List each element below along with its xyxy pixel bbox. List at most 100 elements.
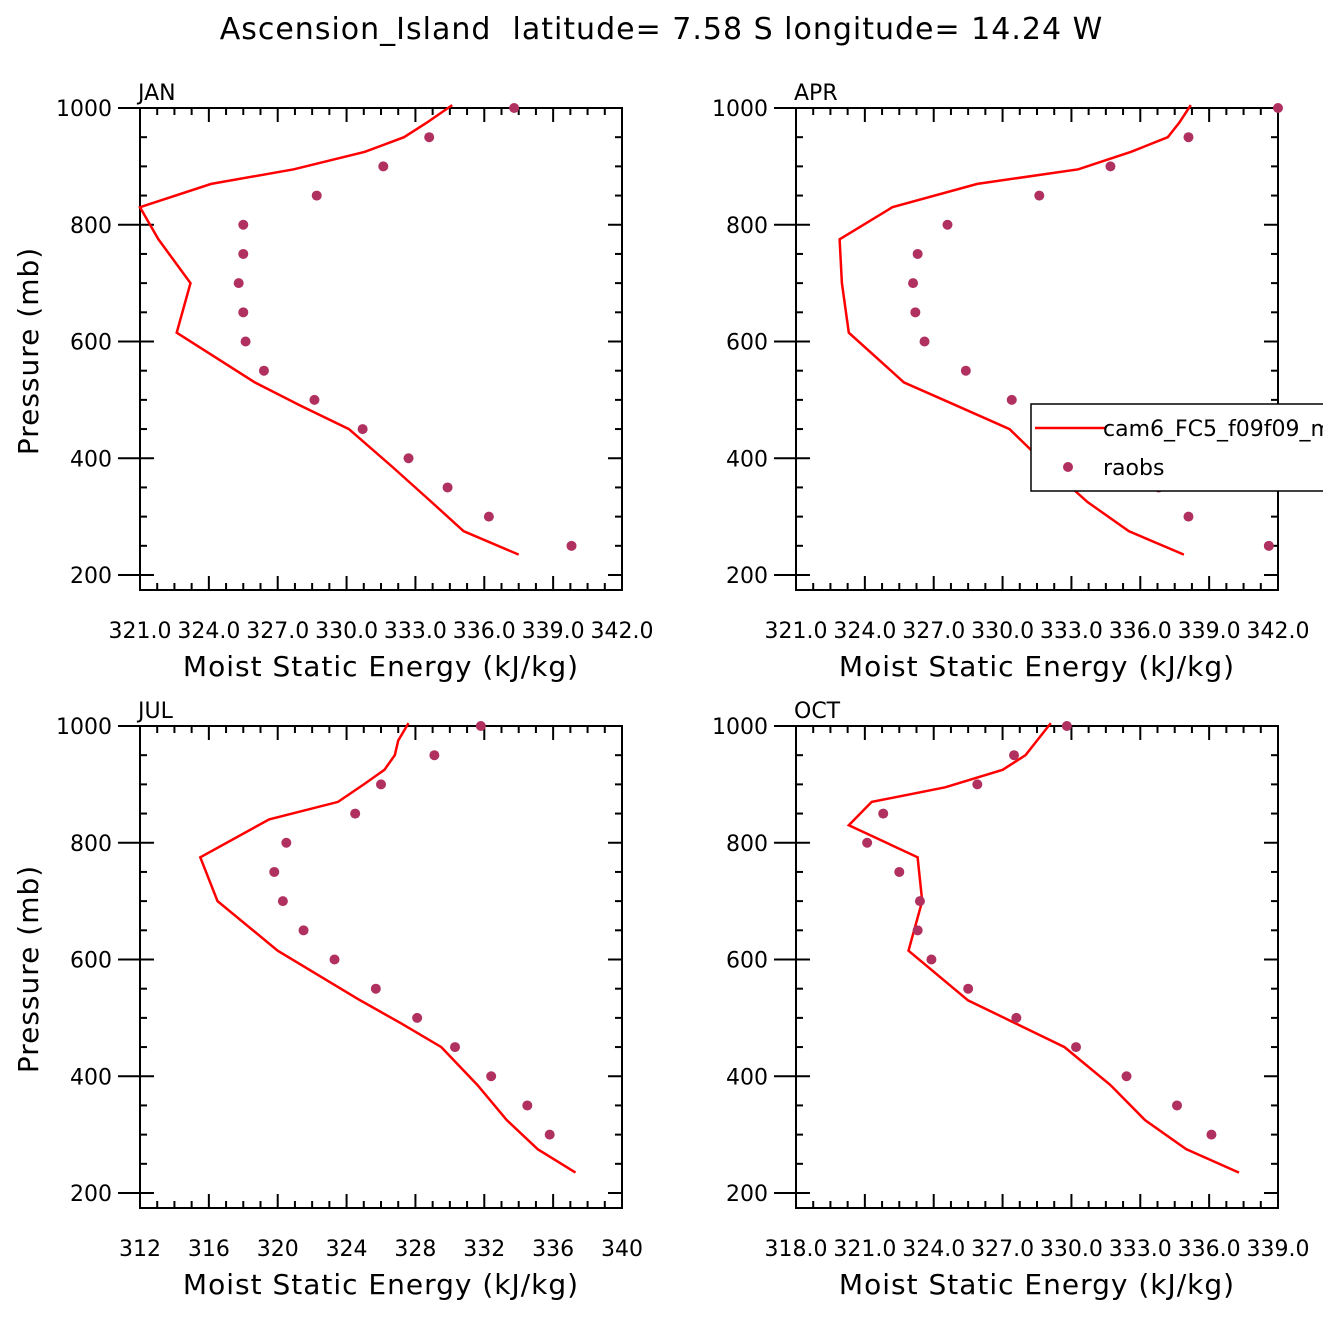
x-tick-label: 342.0 xyxy=(591,619,654,644)
raobs-point xyxy=(1183,511,1194,522)
raobs-point xyxy=(942,219,953,230)
raobs-point xyxy=(442,482,453,493)
model-line-jan xyxy=(138,104,520,556)
x-tick-label: 324.0 xyxy=(833,619,896,644)
model-line-jul xyxy=(198,722,577,1174)
panel-jul: JUL 200 400 600 800 1000 312 316 320 324 328 332 336… xyxy=(12,699,643,1301)
y-axis-label: Pressure (mb) xyxy=(12,247,45,455)
y-tick-label: 600 xyxy=(70,331,112,356)
x-tick-label: 333.0 xyxy=(384,619,447,644)
raobs-point xyxy=(1121,1071,1132,1082)
x-tick-label: 320 xyxy=(257,1237,299,1262)
x-tick-label: 336.0 xyxy=(453,619,516,644)
raobs-point xyxy=(486,1071,497,1082)
y-tick-label: 800 xyxy=(70,214,112,239)
y-tick-label: 400 xyxy=(726,447,768,472)
raobs-point xyxy=(269,866,280,877)
x-tick-label: 339.0 xyxy=(1178,619,1241,644)
x-tick-label: 339.0 xyxy=(1247,1237,1310,1262)
raobs-point xyxy=(566,540,577,551)
raobs-point xyxy=(1206,1129,1217,1140)
raobs-point xyxy=(1011,1012,1022,1023)
raobs-point xyxy=(376,779,386,790)
x-tick-label: 332 xyxy=(463,1237,505,1262)
raobs-point xyxy=(914,896,925,907)
raobs-point xyxy=(311,190,322,201)
raobs-point xyxy=(450,1042,461,1053)
raobs-point xyxy=(298,925,309,936)
raobs-point xyxy=(1006,394,1017,405)
raobs-point xyxy=(1034,190,1045,201)
raobs-point xyxy=(1061,721,1072,731)
raobs-point xyxy=(240,336,251,347)
y-tick-label: 600 xyxy=(70,949,112,974)
x-tick-label: 312 xyxy=(119,1237,161,1262)
raobs-point xyxy=(960,365,971,376)
raobs-point xyxy=(963,983,974,994)
y-tick-label: 800 xyxy=(70,832,112,857)
raobs-point xyxy=(1071,1042,1082,1053)
raobs-point xyxy=(972,779,983,790)
raobs-point xyxy=(919,336,930,347)
raobs-point xyxy=(378,161,389,172)
raobs-point xyxy=(894,866,905,877)
panel-label-apr: APR xyxy=(794,81,838,106)
x-tick-label: 318.0 xyxy=(765,1237,828,1262)
x-axis-label: Moist Static Energy (kJ/kg) xyxy=(839,1268,1235,1301)
raobs-point xyxy=(403,453,414,464)
raobs-point xyxy=(1009,750,1020,761)
x-tick-label: 327.0 xyxy=(246,619,309,644)
y-tick-label: 400 xyxy=(726,1065,768,1090)
x-tick-label: 330.0 xyxy=(1040,1237,1103,1262)
x-tick-label: 321.0 xyxy=(833,1237,896,1262)
y-tick-label: 1000 xyxy=(712,97,768,122)
y-axis-label: Pressure (mb) xyxy=(12,865,45,1073)
raobs-point xyxy=(862,837,873,848)
x-tick-label: 321.0 xyxy=(109,619,172,644)
legend-raobs-swatch xyxy=(1063,462,1073,472)
plot-frame xyxy=(139,107,623,591)
raobs-point xyxy=(509,103,520,113)
x-tick-label: 333.0 xyxy=(1109,1237,1172,1262)
x-tick-label: 324 xyxy=(326,1237,368,1262)
raobs-point xyxy=(926,954,937,965)
x-tick-label: 321.0 xyxy=(765,619,828,644)
raobs-point xyxy=(1172,1100,1183,1111)
x-tick-label: 324.0 xyxy=(902,1237,965,1262)
x-tick-label: 328 xyxy=(394,1237,436,1262)
plot-frame xyxy=(795,725,1279,1209)
raobs-point xyxy=(483,511,494,522)
raobs-point xyxy=(908,278,919,289)
y-tick-label: 1000 xyxy=(56,715,112,740)
x-tick-label: 324.0 xyxy=(177,619,240,644)
raobs-point xyxy=(475,721,486,731)
raobs-point xyxy=(258,365,269,376)
figure-title: Ascension_Island latitude= 7.58 S longit… xyxy=(219,12,1104,47)
raobs-point xyxy=(1273,103,1283,113)
y-tick-label: 600 xyxy=(726,949,768,974)
panel-label-oct: OCT xyxy=(794,699,841,724)
x-tick-label: 316 xyxy=(188,1237,230,1262)
raobs-point xyxy=(357,424,368,435)
x-tick-label: 336 xyxy=(532,1237,574,1262)
x-tick-label: 340 xyxy=(601,1237,643,1262)
x-tick-label: 327.0 xyxy=(971,1237,1034,1262)
y-tick-label: 200 xyxy=(70,564,112,589)
y-tick-label: 600 xyxy=(726,331,768,356)
legend-box xyxy=(1030,403,1323,492)
y-tick-label: 1000 xyxy=(712,715,768,740)
raobs-point xyxy=(277,896,288,907)
y-tick-label: 200 xyxy=(726,1182,768,1207)
x-tick-label: 342.0 xyxy=(1247,619,1310,644)
x-tick-label: 330.0 xyxy=(971,619,1034,644)
raobs-point xyxy=(1105,161,1116,172)
panel-label-jan: JAN xyxy=(136,81,176,106)
y-tick-label: 400 xyxy=(70,1065,112,1090)
raobs-point xyxy=(424,132,435,143)
x-tick-label: 327.0 xyxy=(902,619,965,644)
x-tick-label: 330.0 xyxy=(315,619,378,644)
y-tick-label: 800 xyxy=(726,832,768,857)
